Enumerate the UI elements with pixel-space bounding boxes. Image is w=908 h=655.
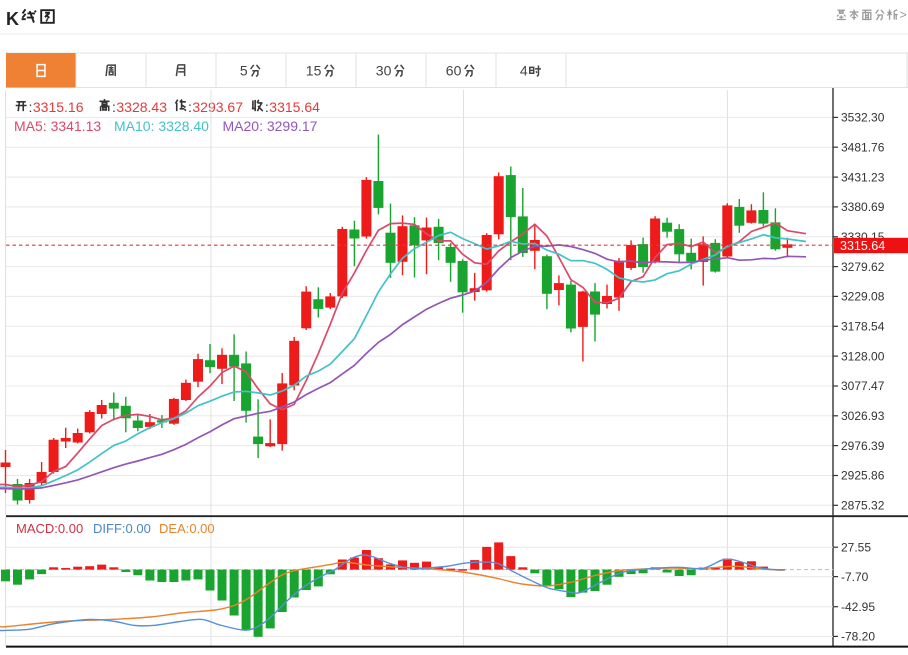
svg-text::: : xyxy=(188,99,192,115)
svg-text:3026.93: 3026.93 xyxy=(841,409,885,423)
svg-text:3178.54: 3178.54 xyxy=(841,320,885,334)
svg-text:MA5: 3341.13: MA5: 3341.13 xyxy=(14,118,101,134)
svg-text:K: K xyxy=(6,9,19,29)
svg-text:5: 5 xyxy=(240,63,248,79)
svg-text:3128.00: 3128.00 xyxy=(841,349,885,363)
svg-text:4: 4 xyxy=(520,63,528,79)
svg-text::: : xyxy=(29,99,33,115)
svg-text:2875.32: 2875.32 xyxy=(841,499,885,513)
svg-text:3532.30: 3532.30 xyxy=(841,111,885,125)
svg-text:>: > xyxy=(900,8,907,22)
svg-text:MA20: 3299.17: MA20: 3299.17 xyxy=(223,118,318,134)
svg-text:3077.47: 3077.47 xyxy=(841,379,885,393)
svg-text:-78.20: -78.20 xyxy=(841,630,875,644)
svg-text:-7.70: -7.70 xyxy=(841,570,869,584)
svg-text::: : xyxy=(265,99,269,115)
svg-text:MA10: 3328.40: MA10: 3328.40 xyxy=(114,118,209,134)
svg-text:MACD:0.00: MACD:0.00 xyxy=(16,521,83,536)
svg-text:30: 30 xyxy=(376,63,392,79)
svg-text:2976.39: 2976.39 xyxy=(841,439,885,453)
svg-text:15: 15 xyxy=(306,63,322,79)
svg-text:DEA:0.00: DEA:0.00 xyxy=(159,521,215,536)
svg-text:3229.08: 3229.08 xyxy=(841,290,885,304)
svg-text::: : xyxy=(112,99,116,115)
svg-text:3315.64: 3315.64 xyxy=(840,239,885,253)
svg-text:3328.43: 3328.43 xyxy=(116,99,167,115)
svg-text:3431.23: 3431.23 xyxy=(841,170,885,184)
svg-text:2925.86: 2925.86 xyxy=(841,469,885,483)
svg-text:60: 60 xyxy=(446,63,462,79)
svg-text:3380.69: 3380.69 xyxy=(841,200,885,214)
svg-text:DIFF:0.00: DIFF:0.00 xyxy=(93,521,151,536)
svg-text:3293.67: 3293.67 xyxy=(192,99,243,115)
svg-text:3315.16: 3315.16 xyxy=(33,99,84,115)
svg-text:-42.95: -42.95 xyxy=(841,600,875,614)
svg-text:3481.76: 3481.76 xyxy=(841,140,885,154)
svg-text:27.55: 27.55 xyxy=(841,540,871,554)
svg-text:3279.62: 3279.62 xyxy=(841,260,885,274)
svg-text:3315.64: 3315.64 xyxy=(269,99,320,115)
